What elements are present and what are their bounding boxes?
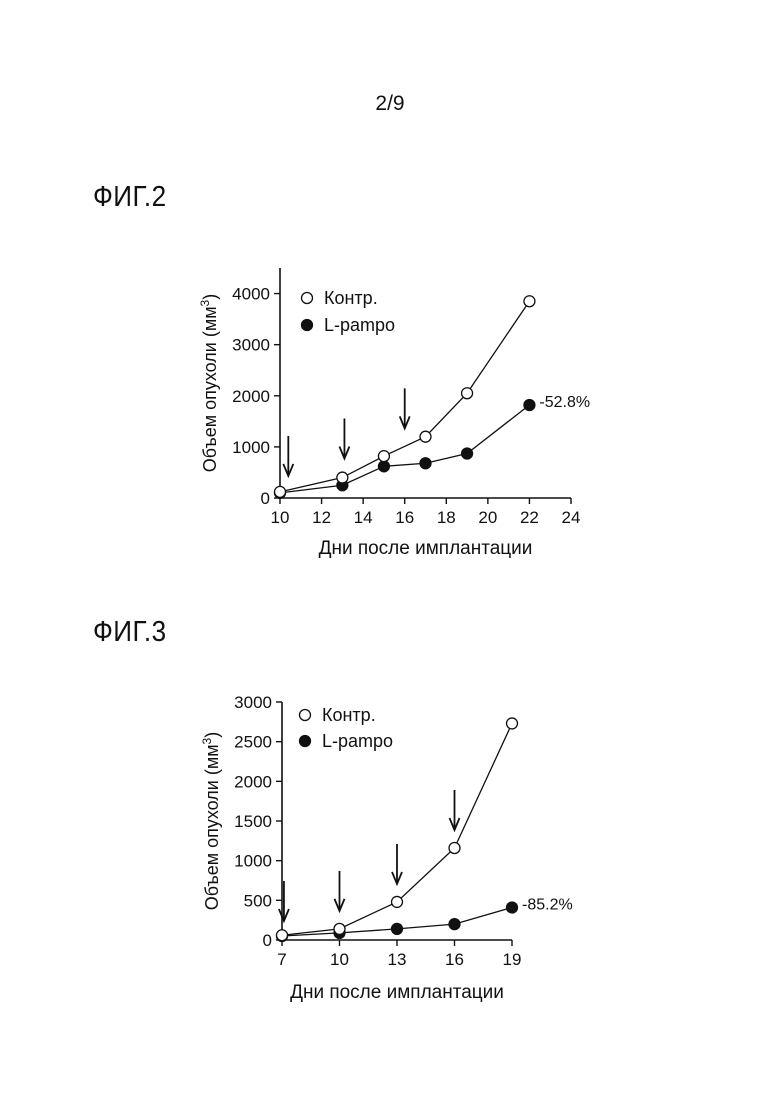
data-point-treatment xyxy=(462,448,473,459)
data-point-control xyxy=(337,472,348,483)
data-point-control xyxy=(449,842,460,853)
y-tick-label: 0 xyxy=(263,931,272,950)
y-axis-label-end: ) xyxy=(202,732,222,738)
x-tick-label: 14 xyxy=(354,508,373,527)
legend-marker-treatment xyxy=(302,320,313,331)
data-point-treatment xyxy=(392,923,403,934)
data-point-control xyxy=(334,923,345,934)
y-tick-label: 0 xyxy=(261,489,270,508)
legend-label-control: Контр. xyxy=(324,288,378,308)
legend-label-control: Контр. xyxy=(322,705,376,725)
y-tick-label: 4000 xyxy=(232,285,270,304)
data-point-control xyxy=(507,718,518,729)
data-point-treatment xyxy=(507,902,518,913)
data-point-control xyxy=(420,431,431,442)
y-tick-label: 1500 xyxy=(234,812,272,831)
y-axis-label-end: ) xyxy=(200,294,220,300)
data-point-control xyxy=(277,930,288,941)
x-axis-label: Дни после имплантации xyxy=(290,982,504,1003)
x-tick-label: 24 xyxy=(562,508,581,527)
chart-fig2: 0 1000 2000 3000 4000 10 12 14 16 18 20 22 24 Дни пос… xyxy=(198,268,590,559)
x-tick-label: 20 xyxy=(478,508,497,527)
legend-marker-treatment xyxy=(300,736,311,747)
data-point-treatment xyxy=(449,919,460,930)
x-axis-label: Дни после имплантации xyxy=(319,538,533,559)
data-point-control xyxy=(524,296,535,307)
x-tick-label: 19 xyxy=(503,950,522,969)
x-tick-label: 22 xyxy=(520,508,539,527)
chart-fig3: 0 500 1000 1500 2000 2500 3000 7 10 13 16 19 Дни пос… xyxy=(200,693,573,1003)
y-axis-label-main: Объем опухоли (мм xyxy=(202,744,222,910)
y-tick-label: 3000 xyxy=(234,693,272,712)
data-point-control xyxy=(275,486,286,497)
data-point-control xyxy=(462,388,473,399)
y-tick-label: 3000 xyxy=(232,336,270,355)
y-tick-label: 1000 xyxy=(232,438,270,457)
legend-label-treatment: L-pampo xyxy=(322,731,393,751)
y-axis-label-main: Объем опухоли (мм xyxy=(200,306,220,472)
x-tick-label: 12 xyxy=(312,508,331,527)
data-point-control xyxy=(392,896,403,907)
legend-marker-control xyxy=(302,293,313,304)
y-tick-label: 2000 xyxy=(234,772,272,791)
legend-label-treatment: L-pampo xyxy=(324,315,395,335)
legend-marker-control xyxy=(300,710,311,721)
y-tick-label: 1000 xyxy=(234,852,272,871)
x-tick-label: 18 xyxy=(437,508,456,527)
y-tick-label: 2500 xyxy=(234,733,272,752)
y-axis-label: Объем опухоли (мм3) xyxy=(198,294,220,473)
data-point-treatment xyxy=(524,399,535,410)
x-tick-label: 10 xyxy=(271,508,290,527)
x-tick-label: 7 xyxy=(277,950,286,969)
x-tick-label: 13 xyxy=(388,950,407,969)
x-tick-label: 16 xyxy=(445,950,464,969)
percent-change-label: -85.2% xyxy=(522,896,573,913)
y-tick-label: 2000 xyxy=(232,387,270,406)
x-tick-label: 16 xyxy=(395,508,414,527)
x-tick-label: 10 xyxy=(330,950,349,969)
data-point-control xyxy=(378,451,389,462)
y-tick-label: 500 xyxy=(244,891,272,910)
data-point-treatment xyxy=(420,458,431,469)
y-axis-label: Объем опухоли (мм3) xyxy=(200,732,222,911)
data-point-treatment xyxy=(378,461,389,472)
percent-change-label: -52.8% xyxy=(539,394,590,411)
